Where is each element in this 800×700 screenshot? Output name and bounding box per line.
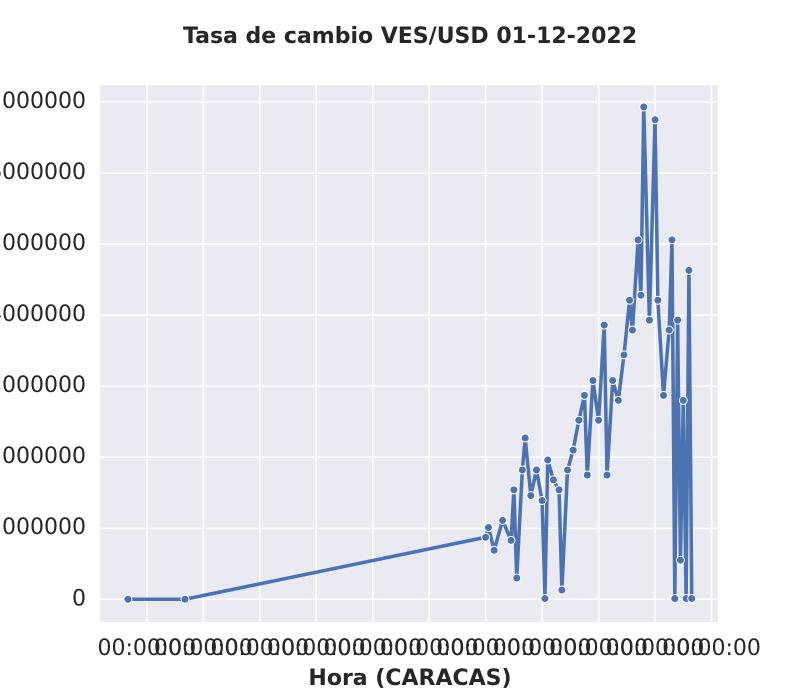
data-point xyxy=(602,470,612,480)
x-axis-label: Hora (CARACAS) xyxy=(308,666,511,691)
y-tick-label: 6000000 xyxy=(0,160,86,185)
data-point xyxy=(554,485,564,495)
data-point xyxy=(687,594,697,604)
data-point xyxy=(481,532,491,542)
data-point xyxy=(653,295,663,305)
data-point xyxy=(540,594,550,604)
data-point xyxy=(531,465,541,475)
data-point xyxy=(670,594,680,604)
data-point xyxy=(599,320,609,330)
data-point xyxy=(588,375,598,385)
data-point xyxy=(563,465,573,475)
data-point xyxy=(664,325,674,335)
y-tick-label: 0 xyxy=(72,586,86,611)
data-point xyxy=(512,573,522,583)
data-point xyxy=(650,115,660,125)
x-tick-label: 00:00:00 xyxy=(493,636,592,661)
data-point xyxy=(594,415,604,425)
x-tick-label: 00:00:00 xyxy=(323,636,422,661)
data-point xyxy=(684,265,694,275)
data-point xyxy=(520,433,530,443)
data-point xyxy=(673,315,683,325)
data-point xyxy=(123,594,133,604)
y-tick-label: 7000000 xyxy=(0,89,86,114)
data-point xyxy=(509,485,519,495)
y-tick-label: 5000000 xyxy=(0,231,86,256)
x-tick-label: 00:00:00 xyxy=(436,636,535,661)
data-point xyxy=(625,295,635,305)
data-point xyxy=(633,235,643,245)
data-point xyxy=(543,455,553,465)
data-point xyxy=(557,585,567,595)
y-tick-label: 4000000 xyxy=(0,302,86,327)
data-point xyxy=(627,325,637,335)
data-point xyxy=(568,445,578,455)
x-tick-label: 00:00:00 xyxy=(210,636,309,661)
data-point xyxy=(489,545,499,555)
data-point xyxy=(608,375,618,385)
y-tick-label: 3000000 xyxy=(0,373,86,398)
data-point xyxy=(644,315,654,325)
data-point xyxy=(582,470,592,480)
data-point xyxy=(678,395,688,405)
x-tick-label: 00:00:00 xyxy=(380,636,479,661)
data-point xyxy=(517,465,527,475)
x-tick-label: 00:00:00 xyxy=(662,636,761,661)
data-point xyxy=(574,415,584,425)
data-point xyxy=(506,535,516,545)
data-point xyxy=(498,515,508,525)
y-tick-label: 2000000 xyxy=(0,444,86,469)
data-point xyxy=(526,491,536,501)
data-point xyxy=(636,290,646,300)
data-point xyxy=(613,395,623,405)
data-point xyxy=(180,594,190,604)
data-point xyxy=(675,555,685,565)
data-point xyxy=(667,235,677,245)
x-tick-label: 00:00:00 xyxy=(97,636,196,661)
x-tick-label: 00:00:00 xyxy=(267,636,366,661)
y-tick-label: 1000000 xyxy=(0,515,86,540)
data-point xyxy=(548,475,558,485)
data-point xyxy=(619,350,629,360)
data-point xyxy=(659,390,669,400)
x-tick-label: 00:00:00 xyxy=(154,636,253,661)
chart-title: Tasa de cambio VES/USD 01-12-2022 xyxy=(183,24,637,49)
data-point xyxy=(537,496,547,506)
x-tick-label: 00:00:00 xyxy=(549,636,648,661)
data-point xyxy=(579,390,589,400)
data-point xyxy=(639,102,649,112)
data-point xyxy=(483,523,493,533)
x-tick-label: 00:00:00 xyxy=(606,636,705,661)
